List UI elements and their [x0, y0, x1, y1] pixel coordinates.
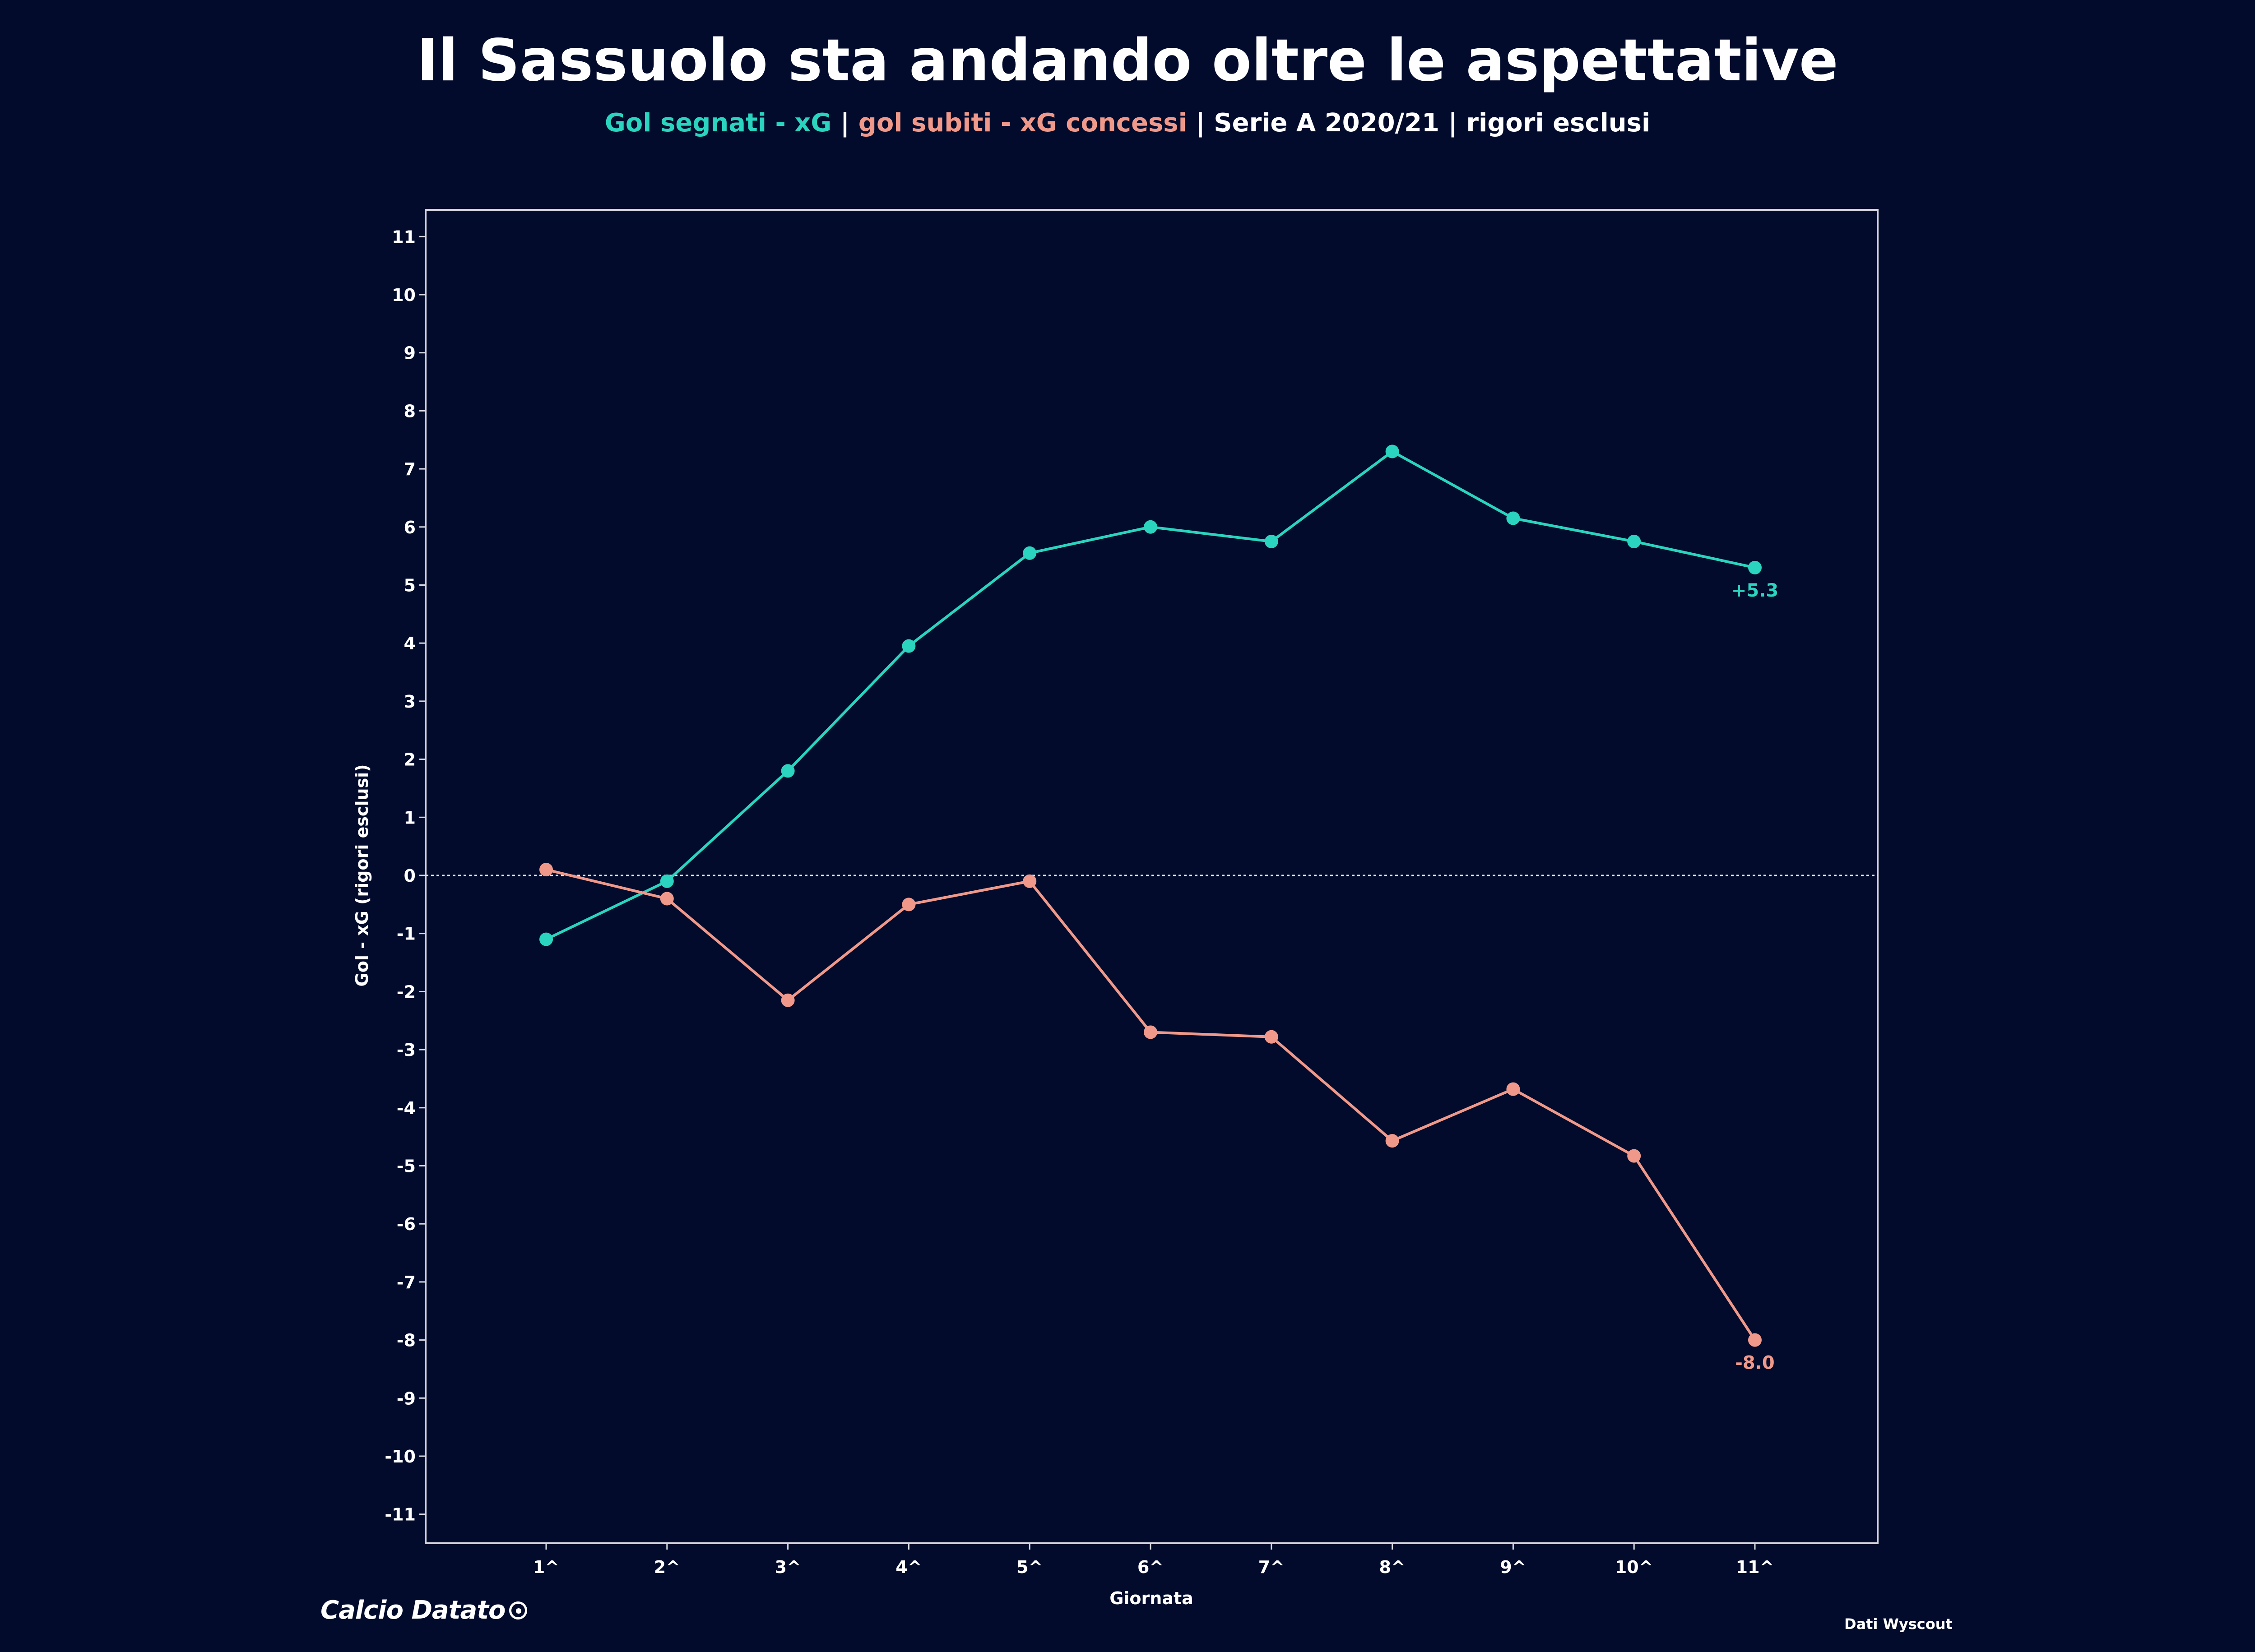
y-tick-label: -6	[397, 1214, 416, 1234]
data-point-0-10	[1748, 560, 1762, 574]
y-tick-label: -2	[397, 982, 416, 1002]
y-axis-label: Gol - xG (rigori esclusi)	[352, 764, 372, 987]
end-value-label-0: +5.3	[1731, 580, 1778, 601]
y-tick-label: 5	[404, 576, 416, 596]
x-tick-label: 6^	[1137, 1557, 1164, 1577]
x-tick-label: 4^	[896, 1557, 922, 1577]
data-point-1-6	[1264, 1030, 1278, 1044]
y-tick-label: -10	[385, 1447, 416, 1467]
y-tick-label: -4	[397, 1098, 416, 1118]
x-tick-label: 5^	[1016, 1557, 1043, 1577]
end-value-label-1: -8.0	[1735, 1353, 1774, 1374]
data-point-1-2	[781, 993, 795, 1007]
data-point-1-4	[1023, 874, 1037, 888]
data-source: Dati Wyscout	[1844, 1615, 1953, 1633]
x-tick-label: 11^	[1736, 1557, 1774, 1577]
data-point-1-8	[1506, 1082, 1520, 1096]
chart-subtitle: Gol segnati - xG | gol subiti - xG conce…	[0, 108, 2255, 138]
y-tick-label: 3	[404, 692, 416, 712]
data-point-0-7	[1385, 444, 1399, 458]
x-tick-label: 7^	[1258, 1557, 1285, 1577]
subtitle-conceded: gol subiti - xG concessi	[858, 108, 1187, 138]
calcio-datato-logo: Calcio Datato	[320, 1596, 527, 1625]
data-point-0-1	[660, 874, 674, 888]
football-icon	[509, 1601, 527, 1620]
y-tick-label: 6	[404, 518, 416, 537]
y-tick-label: 9	[404, 343, 416, 363]
data-point-0-9	[1627, 534, 1641, 548]
data-point-0-2	[781, 764, 795, 778]
x-axis: 1^ 2^ 3^ 4^ 5^ 6^ 7^ 8^ 9^ 10^ 11^	[533, 1543, 1774, 1577]
x-axis-label: Giornata	[1109, 1588, 1193, 1608]
y-tick-label: -7	[397, 1273, 416, 1292]
data-point-1-5	[1144, 1025, 1157, 1039]
subtitle-scored: Gol segnati - xG	[604, 108, 832, 138]
data-point-1-10	[1748, 1333, 1762, 1347]
data-point-1-3	[902, 898, 916, 912]
data-point-1-9	[1627, 1149, 1641, 1163]
x-tick-label: 8^	[1379, 1557, 1405, 1577]
y-tick-label: 4	[404, 634, 416, 653]
plot-frame	[425, 209, 1879, 1544]
series-line-1	[546, 868, 1756, 1341]
data-point-0-8	[1506, 511, 1520, 525]
x-tick-label: 1^	[533, 1557, 559, 1577]
y-tick-label: -8	[397, 1331, 416, 1351]
y-tick-label: 11	[392, 227, 416, 247]
y-tick-label: -11	[385, 1505, 416, 1525]
subtitle-separator: |	[831, 108, 858, 138]
x-tick-label: 10^	[1615, 1557, 1653, 1577]
subtitle-context: | Serie A 2020/21 | rigori esclusi	[1187, 108, 1651, 138]
data-point-0-5	[1144, 520, 1157, 534]
x-tick-label: 2^	[654, 1557, 680, 1577]
data-point-1-7	[1385, 1134, 1399, 1148]
y-tick-label: 1	[404, 808, 416, 828]
data-point-0-3	[902, 639, 916, 653]
y-tick-label: -5	[397, 1157, 416, 1176]
y-tick-label: 10	[392, 285, 416, 305]
logo-text: Calcio Datato	[320, 1596, 506, 1625]
y-tick-label: 2	[404, 750, 416, 770]
data-point-0-4	[1023, 546, 1037, 560]
data-point-0-0	[539, 932, 553, 946]
y-tick-label: 7	[404, 459, 416, 479]
y-tick-label: -1	[397, 924, 416, 944]
data-point-1-0	[539, 863, 553, 877]
series-group: +5.3 -8.0	[539, 444, 1778, 1374]
chart-title: Il Sassuolo sta andando oltre le aspetta…	[417, 27, 1838, 94]
y-tick-label: -9	[397, 1388, 416, 1408]
y-tick-label: -3	[397, 1040, 416, 1060]
y-tick-label: 0	[404, 866, 416, 886]
data-point-0-6	[1264, 534, 1278, 548]
data-point-1-1	[660, 892, 674, 906]
x-tick-label: 9^	[1500, 1557, 1526, 1577]
y-tick-label: 8	[404, 401, 416, 421]
x-tick-label: 3^	[775, 1557, 801, 1577]
